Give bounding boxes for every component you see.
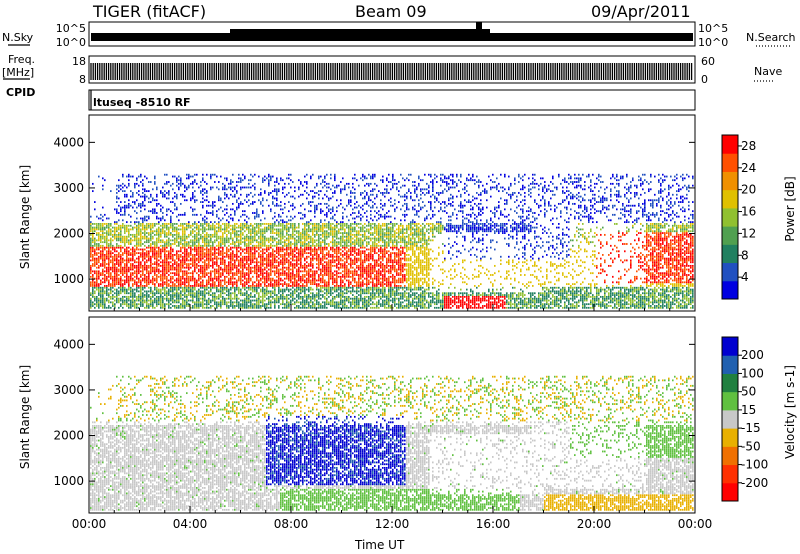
radar-title: TIGER (fitACF) (93, 2, 206, 21)
velocity-colorbar-tick-label: 100 (741, 366, 764, 380)
velocity-colorbar-segment (722, 337, 738, 356)
power-colorbar-tick-label: 8 (741, 248, 749, 262)
power-colorbar-segment (722, 263, 738, 282)
nave-tick-bottom: 0 (701, 73, 708, 86)
velocity-colorbar-segment (722, 355, 738, 374)
velocity-colorbar-segment (722, 373, 738, 392)
velocity-colorbar-tick-label: -15 (741, 421, 761, 435)
freq-tick-bottom: 8 (79, 73, 86, 86)
velocity-colorbar-segment (722, 483, 738, 502)
freq-unit-label: [MHz] (2, 66, 34, 79)
velocity-colorbar-segment (722, 428, 738, 447)
velocity-colorbar-label: Velocity [m s-1] (783, 352, 797, 472)
velocity-colorbar-segment (722, 410, 738, 429)
beam-label: Beam 09 (355, 2, 427, 21)
nave-tick-top: 60 (701, 55, 715, 68)
power-ytick-label: 2000 (53, 227, 84, 241)
x-tick-label: 08:00 (274, 517, 309, 531)
velocity-colorbar-tick-label: 200 (741, 348, 764, 362)
velocity-colorbar-tick-label: -200 (741, 476, 768, 490)
x-tick-label: 16:00 (476, 517, 511, 531)
power-colorbar-tick-label: 4 (741, 270, 749, 284)
power-colorbar-tick-label: 20 (741, 183, 756, 197)
nave-label: Nave (754, 65, 782, 78)
nsearch-label: N.Search (746, 31, 796, 44)
power-colorbar-label: Power [dB] (783, 159, 797, 259)
power-colorbar-segment (722, 226, 738, 245)
power-colorbar-tick-label: 12 (741, 226, 756, 240)
power-colorbar-segment (722, 244, 738, 263)
x-tick-label: 00:00 (678, 517, 713, 531)
nsky-trace-peak (230, 29, 490, 34)
velocity-colorbar-segment (722, 392, 738, 411)
velocity-colorbar-tick-label: 15 (741, 403, 756, 417)
velocity-ytick-label: 3000 (53, 383, 84, 397)
chart-canvas: 10^510^010^510^0188600100020003000400048… (0, 0, 800, 554)
velocity-colorbar-tick-label: -50 (741, 439, 761, 453)
power-colorbar-segment (722, 281, 738, 300)
velocity-ytick-label: 1000 (53, 474, 84, 488)
nsky-tick-left-bottom: 10^0 (56, 36, 86, 49)
velocity-colorbar-tick-label: 50 (741, 385, 756, 399)
velocity-ytick-label: 4000 (53, 337, 84, 351)
power-ylabel: Slant Range [km] (18, 162, 32, 272)
velocity-colorbar-segment (722, 446, 738, 465)
power-colorbar-segment (722, 208, 738, 227)
x-tick-label: 12:00 (375, 517, 410, 531)
velocity-ytick-label: 2000 (53, 429, 84, 443)
freq-tick-top: 18 (72, 55, 86, 68)
nsky-tick-right-bottom: 10^0 (698, 36, 728, 49)
power-colorbar-tick-label: 28 (741, 139, 756, 153)
power-ytick-label: 1000 (53, 272, 84, 286)
velocity-colorbar-tick-label: -100 (741, 458, 768, 472)
nsky-tick-left-top: 10^5 (56, 22, 86, 35)
date-label: 09/Apr/2011 (591, 2, 691, 21)
power-echo-cloud (90, 174, 694, 309)
nsky-trace (91, 33, 693, 41)
power-ytick-label: 3000 (53, 181, 84, 195)
nsky-label: N.Sky (2, 31, 33, 44)
velocity-colorbar-segment (722, 465, 738, 484)
cpid-value: ltuseq -8510 RF (93, 96, 191, 109)
nsky-spike (476, 22, 482, 32)
velocity-ylabel: Slant Range [km] (18, 362, 32, 472)
x-tick-label: 04:00 (173, 517, 208, 531)
velocity-echo-cloud (90, 376, 694, 511)
power-colorbar-tick-label: 16 (741, 205, 756, 219)
power-colorbar-segment (722, 171, 738, 190)
freq-label: Freq. (8, 53, 35, 66)
power-colorbar-segment (722, 135, 738, 154)
x-axis-label: Time UT (355, 538, 404, 552)
power-colorbar-tick-label: 24 (741, 161, 756, 175)
nsky-tick-right-top: 10^5 (698, 22, 728, 35)
x-tick-label: 20:00 (577, 517, 612, 531)
power-colorbar-segment (722, 190, 738, 209)
cpid-label: CPID (6, 86, 35, 99)
power-colorbar-segment (722, 153, 738, 172)
x-tick-label: 00:00 (72, 517, 107, 531)
power-ytick-label: 4000 (53, 135, 84, 149)
